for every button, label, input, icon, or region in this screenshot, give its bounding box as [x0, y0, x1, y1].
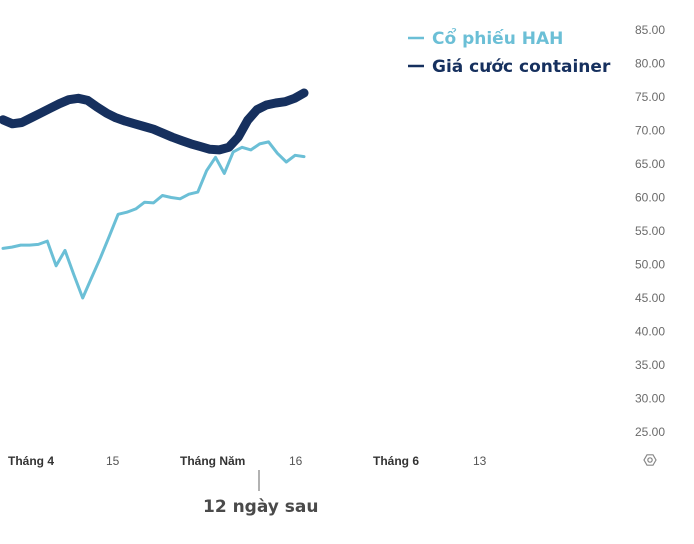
y-tick-label: 30.00 [635, 392, 665, 406]
series-line-container [0, 88, 309, 155]
y-tick-label: 25.00 [635, 425, 665, 439]
y-tick-label: 35.00 [635, 358, 665, 372]
y-tick-label: 75.00 [635, 90, 665, 104]
settings-icon[interactable] [643, 454, 657, 466]
legend: Cổ phiếu HAH Giá cước container [408, 27, 611, 77]
y-tick-label: 60.00 [635, 191, 665, 205]
plot-area [0, 88, 309, 300]
annotation-text: 12 ngày sau [203, 497, 319, 517]
x-axis-ticks: Tháng 4 15 Tháng Năm 16 Tháng 6 13 [8, 454, 487, 468]
x-tick-label: Tháng Năm [180, 454, 245, 468]
legend-label-container: Giá cước container [432, 57, 611, 77]
x-tick-label: 16 [289, 454, 303, 468]
x-tick-label: Tháng 4 [8, 454, 54, 468]
y-tick-label: 40.00 [635, 325, 665, 339]
y-tick-label: 80.00 [635, 57, 665, 71]
x-tick-label: Tháng 6 [373, 454, 419, 468]
annotation: 12 ngày sau [203, 470, 319, 517]
y-tick-label: 55.00 [635, 224, 665, 238]
y-tick-label: 85.00 [635, 23, 665, 37]
series-line-hah [1, 140, 306, 300]
y-tick-label: 65.00 [635, 157, 665, 171]
y-tick-label: 45.00 [635, 291, 665, 305]
y-tick-label: 70.00 [635, 124, 665, 138]
y-tick-label: 50.00 [635, 258, 665, 272]
y-axis-ticks: 25.00 30.00 35.00 40.00 45.00 50.00 55.00 60.00… [635, 23, 665, 439]
x-tick-label: 13 [473, 454, 487, 468]
x-tick-label: 15 [106, 454, 120, 468]
legend-label-hah: Cổ phiếu HAH [432, 27, 563, 49]
